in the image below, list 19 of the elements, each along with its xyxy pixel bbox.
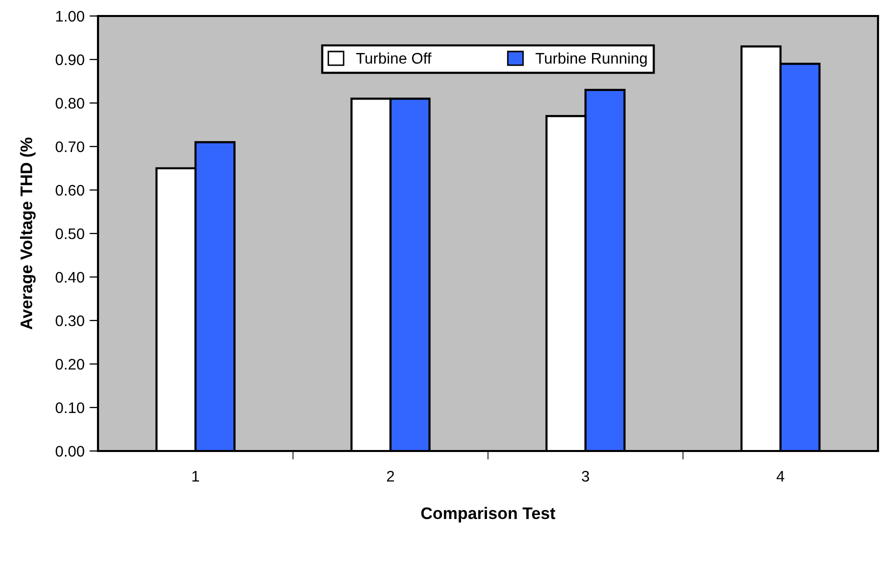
y-tick-label: 0.70 — [56, 141, 84, 152]
legend-label: Turbine Off — [356, 52, 432, 64]
legend-label: Turbine Running — [536, 52, 647, 67]
y-tick-label: 0.10 — [56, 402, 84, 414]
y-tick-label: 0.00 — [56, 446, 84, 457]
y-tick-label: 0.30 — [56, 315, 84, 326]
y-tick-label: 0.50 — [56, 228, 84, 240]
y-tick-label: 0.20 — [56, 358, 84, 370]
y-tick-label: 1.00 — [56, 10, 84, 22]
y-tick-label: 0.90 — [56, 54, 84, 66]
y-tick-label: 0.80 — [56, 98, 84, 109]
y-tick-label: 0.40 — [56, 272, 84, 283]
x-tick-label: 3 — [582, 470, 590, 482]
x-axis-title: Comparison Test — [421, 506, 556, 522]
y-axis-title: Average Voltage THD (% — [20, 138, 36, 330]
x-tick-label: 2 — [387, 470, 394, 482]
x-tick-label: 1 — [192, 471, 200, 482]
y-tick-label: 0.60 — [56, 184, 84, 196]
x-tick-label: 4 — [776, 471, 784, 482]
